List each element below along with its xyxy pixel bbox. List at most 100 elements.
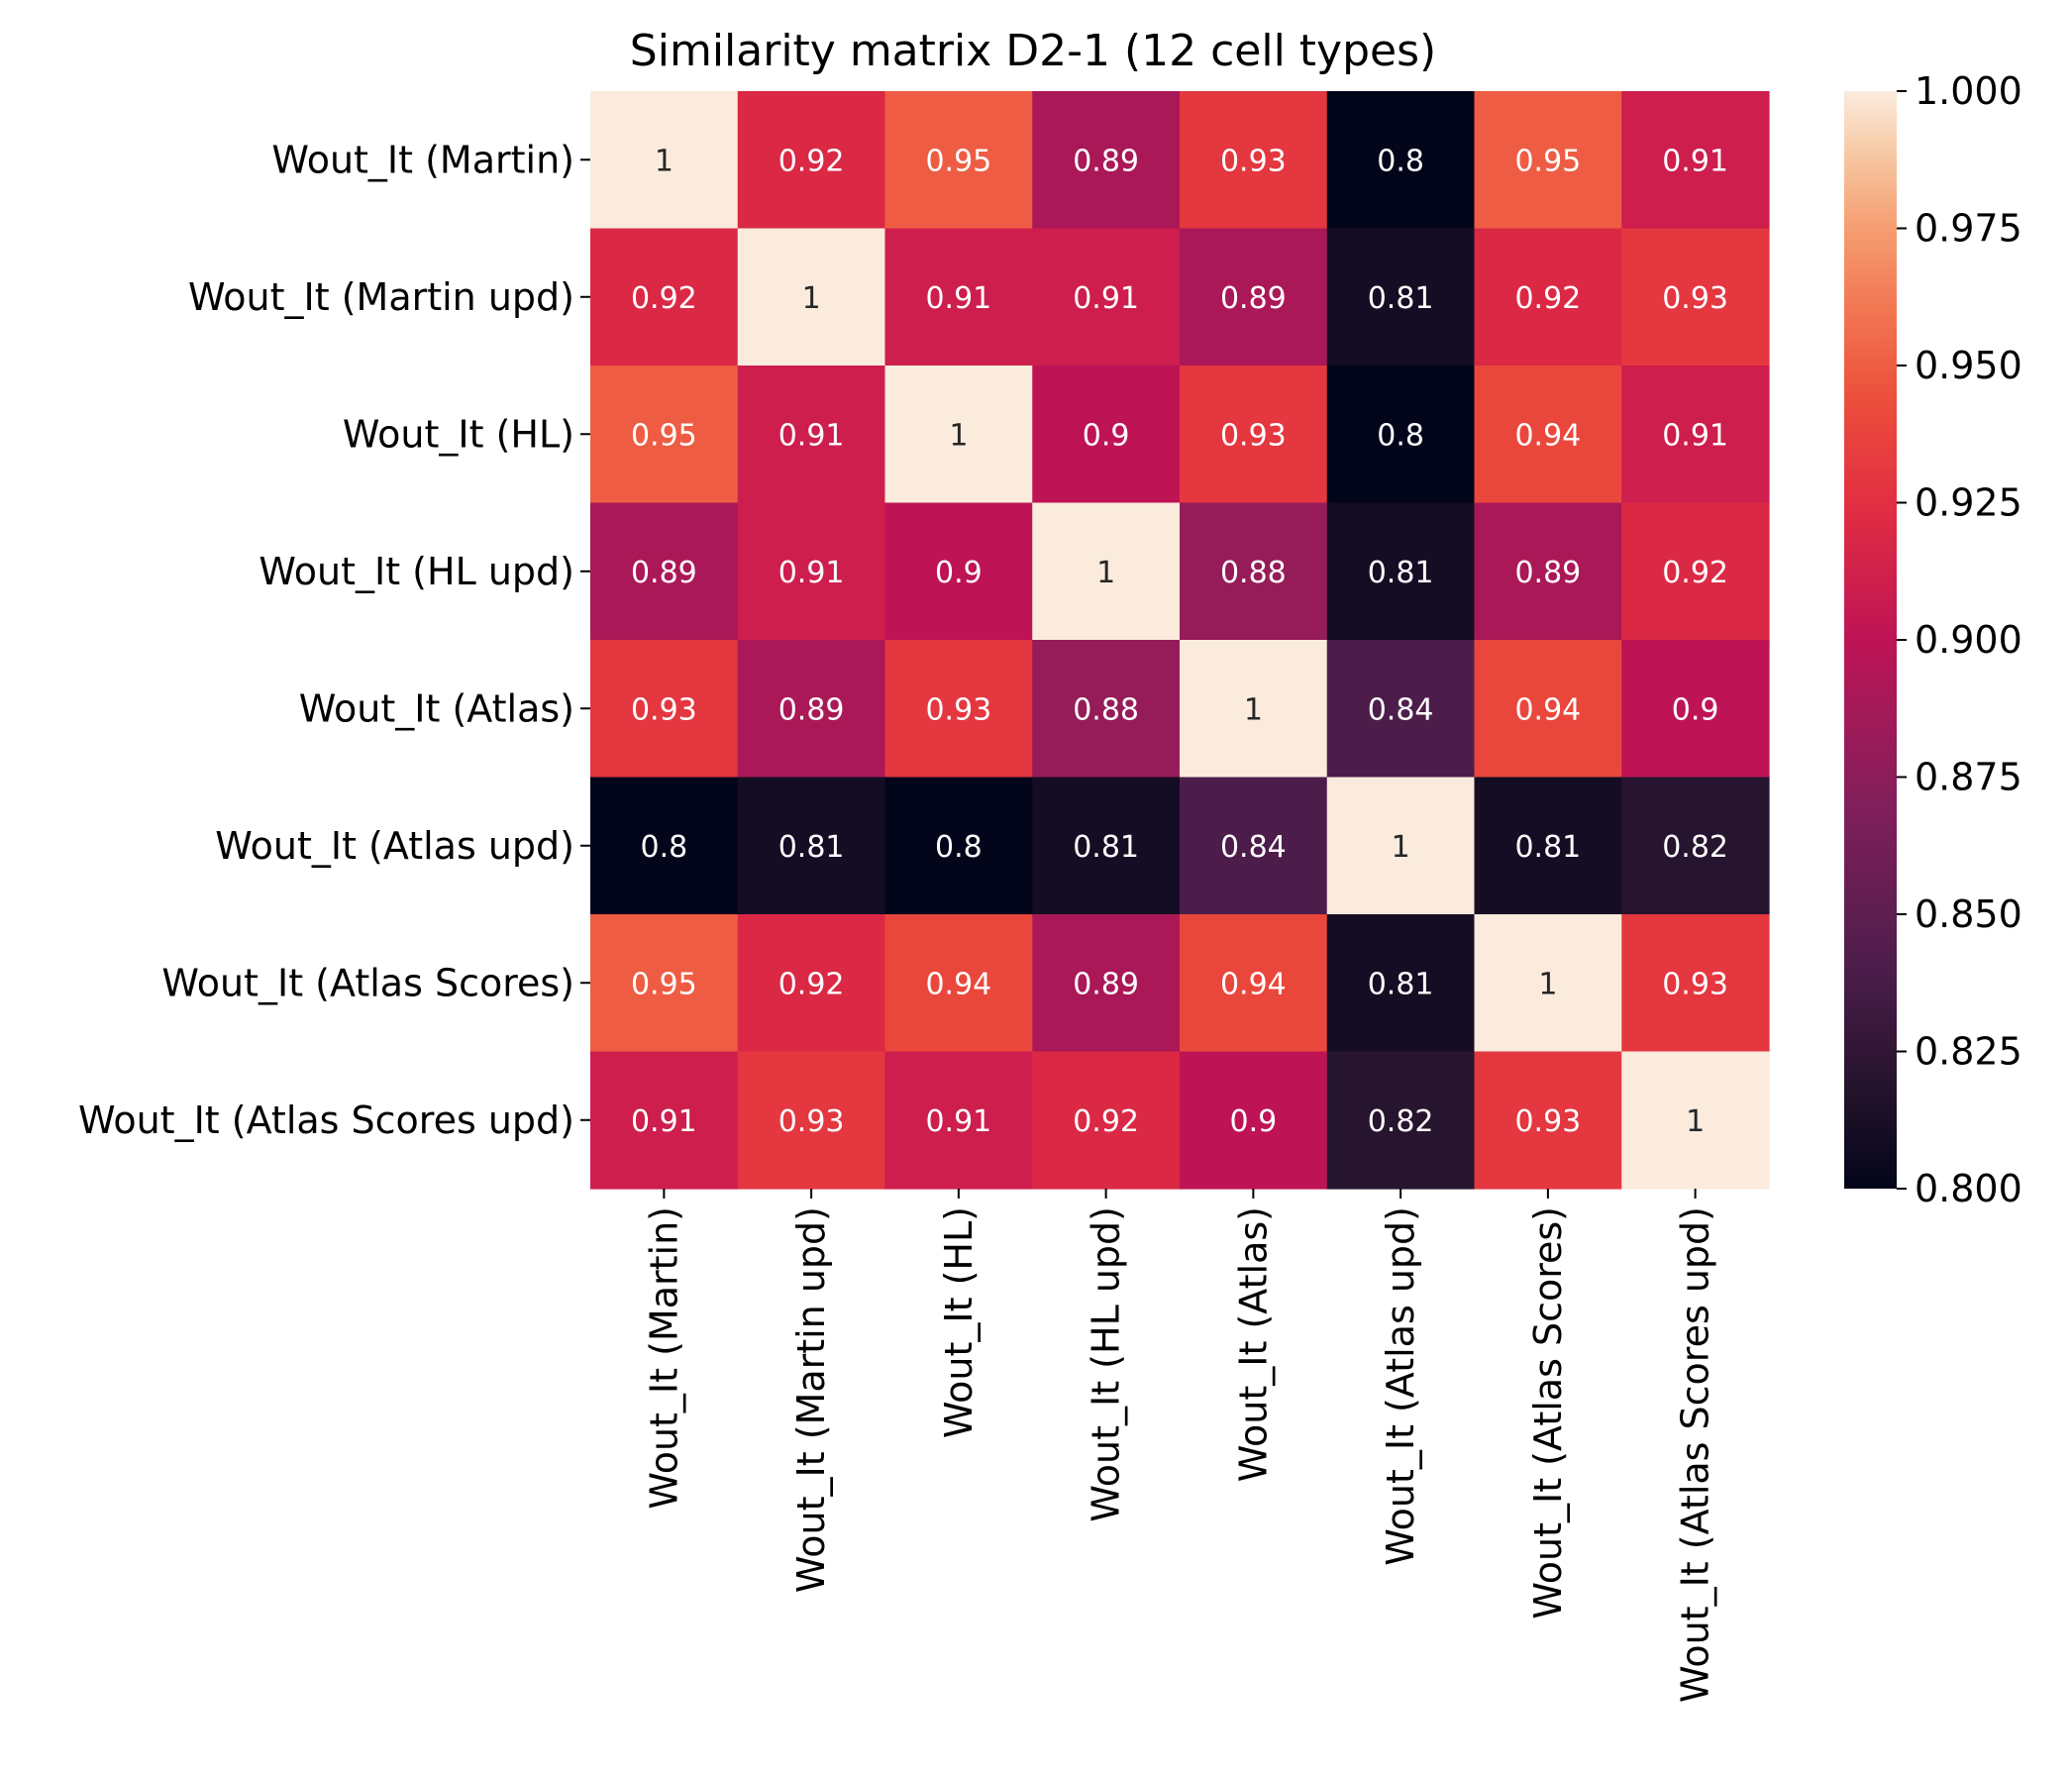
column-tick-label: Wout_It (HL)	[937, 1206, 981, 1438]
heatmap-cell-value: 0.91	[925, 1104, 991, 1139]
column-tick-labels: Wout_It (Martin) Wout_It (Martin upd) Wout…	[642, 1189, 1717, 1703]
heatmap-cell	[1032, 502, 1181, 641]
colorbar-tick-label: 0.850	[1915, 892, 2022, 936]
column-tick-label: Wout_It (Atlas Scores upd)	[1674, 1206, 1717, 1703]
heatmap-cell-value: 0.81	[1368, 556, 1434, 590]
row-tick-label: Wout_It (Atlas Scores upd)	[78, 1098, 574, 1142]
row-tick-label: Wout_It (Martin upd)	[188, 275, 574, 319]
heatmap-cell-value: 0.81	[1368, 281, 1434, 316]
colorbar-tick-label: 0.825	[1915, 1030, 2022, 1074]
column-tick-label: Wout_It (HL upd)	[1085, 1206, 1128, 1522]
row-tick-label: Wout_It (Martin)	[271, 138, 574, 181]
heatmap-cell	[590, 91, 739, 230]
heatmap-cell	[1326, 91, 1476, 230]
heatmap-cell	[737, 366, 886, 504]
heatmap-cell-value: 0.9	[935, 556, 983, 590]
heatmap-cell-value: 0.93	[925, 692, 991, 727]
heatmap-cell	[737, 777, 886, 915]
heatmap-cell-value: 1	[1538, 967, 1557, 1001]
colorbar-tick-label: 0.950	[1915, 344, 2022, 387]
heatmap-cell	[884, 91, 1033, 230]
heatmap-cell-value: 0.92	[1514, 281, 1581, 316]
heatmap-cell	[590, 1051, 739, 1190]
heatmap-cell-value: 1	[802, 281, 821, 316]
heatmap-cell	[1032, 228, 1181, 366]
heatmap-cell	[1621, 91, 1770, 230]
colorbar: 0.800 0.825 0.850 0.875 0.900 0.925 0.950 0.975…	[1844, 69, 2022, 1210]
heatmap-cell	[737, 640, 886, 779]
heatmap-cell	[1621, 502, 1770, 641]
colorbar-tick-label: 0.925	[1915, 481, 2022, 525]
heatmap-cell	[884, 640, 1033, 779]
chart-title: Similarity matrix D2-1 (12 cell types)	[630, 26, 1436, 76]
heatmap-cell-value: 0.88	[1220, 556, 1287, 590]
heatmap-cell-value: 0.81	[1073, 830, 1139, 865]
heatmap-cell-value: 0.81	[778, 830, 845, 865]
row-tick-label: Wout_It (HL)	[343, 412, 574, 456]
row-tick-labels: Wout_It (Martin) Wout_It (Martin upd) Wout…	[78, 138, 590, 1142]
heatmap-cell	[1474, 502, 1622, 641]
heatmap-cell	[1326, 1051, 1476, 1190]
heatmap-cell-value: 0.91	[1662, 418, 1728, 453]
heatmap-cell-value: 0.92	[778, 967, 845, 1001]
heatmap-cell	[884, 1051, 1033, 1190]
heatmap-cell-value: 0.89	[1073, 144, 1139, 178]
heatmap-cell	[1621, 1051, 1770, 1190]
heatmap-cell-value: 0.91	[1662, 144, 1728, 178]
heatmap-cell	[1474, 366, 1622, 504]
colorbar-tick-label: 0.975	[1915, 207, 2022, 251]
heatmap-cell	[1326, 914, 1476, 1053]
colorbar-tick-label: 1.000	[1915, 69, 2022, 113]
heatmap-cell	[1474, 640, 1622, 779]
heatmap-cell	[590, 366, 739, 504]
heatmap-cell	[1474, 91, 1622, 230]
heatmap-cell-value: 1	[1244, 692, 1263, 727]
heatmap-cell-value: 0.91	[1073, 281, 1139, 316]
heatmap-cells	[590, 91, 1770, 1190]
heatmap-cell	[1621, 914, 1770, 1053]
heatmap-cell	[1032, 91, 1181, 230]
heatmap-cell-value: 0.89	[1073, 967, 1139, 1001]
heatmap-cell	[1326, 777, 1476, 915]
heatmap-cell	[590, 640, 739, 779]
heatmap-cell-value: 1	[1096, 556, 1115, 590]
heatmap-cell-value: 0.81	[1368, 967, 1434, 1001]
heatmap-cell-value: 0.94	[1514, 692, 1581, 727]
heatmap-cell	[1326, 640, 1476, 779]
heatmap-cell	[737, 91, 886, 230]
heatmap-cell-value: 0.92	[1073, 1104, 1139, 1139]
heatmap-cell-value: 0.93	[1514, 1104, 1581, 1139]
heatmap-cell-value: 0.91	[778, 418, 845, 453]
heatmap-cell	[1032, 777, 1181, 915]
colorbar-gradient	[1844, 91, 1897, 1189]
row-tick-label: Wout_It (HL upd)	[259, 550, 574, 593]
heatmap-cell	[884, 228, 1033, 366]
heatmap-cell-value: 0.89	[1220, 281, 1287, 316]
heatmap-cell-value: 0.94	[925, 967, 991, 1001]
heatmap-cell	[1621, 228, 1770, 366]
heatmap-cell-value: 0.81	[1514, 830, 1581, 865]
heatmap-cell	[1474, 228, 1622, 366]
heatmap-cell-value: 0.8	[1377, 144, 1424, 178]
heatmap-cell-value: 1	[1686, 1104, 1705, 1139]
heatmap-cell-value: 0.93	[1220, 144, 1287, 178]
heatmap-cell	[1180, 914, 1328, 1053]
heatmap-cell	[884, 914, 1033, 1053]
heatmap-cell	[1474, 1051, 1622, 1190]
heatmap-cell	[1326, 502, 1476, 641]
heatmap-cell	[737, 502, 886, 641]
heatmap-cell	[1180, 777, 1328, 915]
heatmap-cell	[590, 914, 739, 1053]
heatmap-cell	[590, 777, 739, 915]
colorbar-tick-label: 0.875	[1915, 756, 2022, 799]
colorbar-tick-label: 0.800	[1915, 1167, 2022, 1210]
heatmap-cell-value: 0.93	[1662, 967, 1728, 1001]
heatmap-cell	[1032, 914, 1181, 1053]
heatmap-cell-labels: 1 0.92 0.95 0.89 0.93 0.8 0.95 0.910.92 1 0.91 0.9…	[631, 144, 1728, 1139]
column-tick-label: Wout_It (Martin upd)	[789, 1206, 833, 1593]
heatmap-cell-value: 0.89	[631, 556, 697, 590]
heatmap-cell	[1032, 1051, 1181, 1190]
row-tick-label: Wout_It (Atlas Scores)	[161, 961, 574, 1004]
heatmap-cell	[1180, 502, 1328, 641]
